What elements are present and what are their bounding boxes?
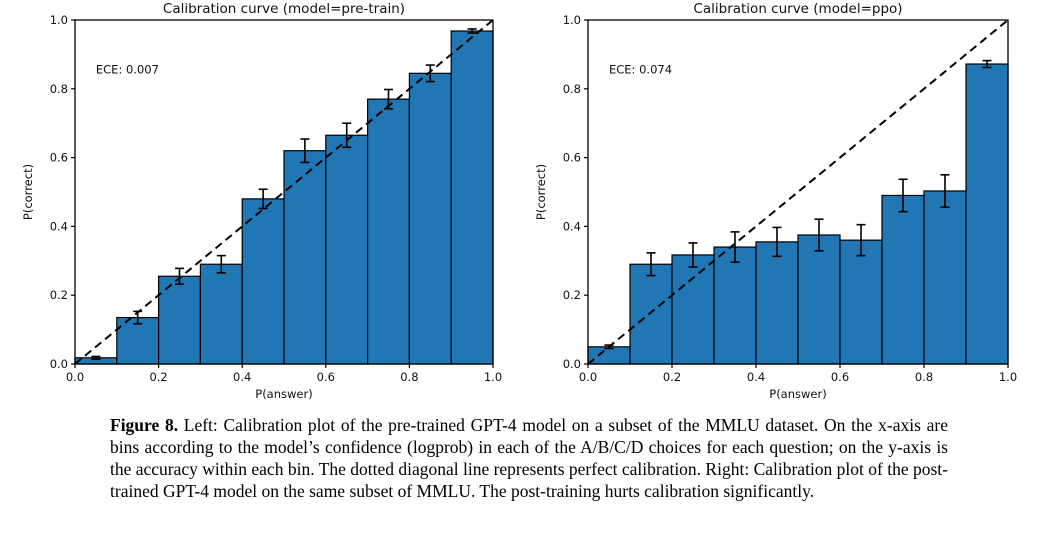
svg-text:P(answer): P(answer) bbox=[769, 387, 826, 401]
svg-text:0.0: 0.0 bbox=[563, 357, 581, 371]
svg-text:0.4: 0.4 bbox=[50, 219, 68, 233]
svg-text:0.6: 0.6 bbox=[50, 151, 68, 165]
svg-text:1.0: 1.0 bbox=[484, 370, 502, 384]
svg-text:0.8: 0.8 bbox=[563, 82, 581, 96]
svg-text:0.4: 0.4 bbox=[233, 370, 251, 384]
svg-text:P(answer): P(answer) bbox=[255, 387, 312, 401]
svg-text:1.0: 1.0 bbox=[999, 370, 1017, 384]
svg-text:0.8: 0.8 bbox=[400, 370, 418, 384]
svg-text:1.0: 1.0 bbox=[563, 13, 581, 27]
svg-text:0.0: 0.0 bbox=[66, 370, 84, 384]
svg-text:0.4: 0.4 bbox=[747, 370, 765, 384]
calibration-chart-ppo: 0.0 0.2 0.4 0.6 0.8 1.0 0.0 0.2 0.4 0.6 0.8 1.0 Cali… bbox=[527, 0, 1054, 410]
svg-text:0.6: 0.6 bbox=[831, 370, 849, 384]
svg-text:0.2: 0.2 bbox=[50, 288, 68, 302]
charts-row: 0.0 0.2 0.4 0.6 0.8 1.0 0.0 0.2 0.4 0.6 0.8 1.0 Cali… bbox=[0, 0, 1054, 410]
svg-text:0.0: 0.0 bbox=[579, 370, 597, 384]
svg-text:0.0: 0.0 bbox=[50, 357, 68, 371]
svg-text:0.6: 0.6 bbox=[317, 370, 335, 384]
svg-text:P(correct): P(correct) bbox=[534, 164, 548, 220]
svg-text:ECE: 0.007: ECE: 0.007 bbox=[96, 62, 159, 76]
svg-text:1.0: 1.0 bbox=[50, 13, 68, 27]
svg-text:Calibration curve (model=ppo): Calibration curve (model=ppo) bbox=[693, 1, 902, 17]
svg-text:ECE: 0.074: ECE: 0.074 bbox=[609, 62, 672, 76]
figure-caption-text: Left: Calibration plot of the pre-traine… bbox=[110, 415, 948, 501]
svg-text:0.2: 0.2 bbox=[149, 370, 167, 384]
svg-text:0.8: 0.8 bbox=[915, 370, 933, 384]
svg-text:0.2: 0.2 bbox=[563, 288, 581, 302]
svg-text:P(correct): P(correct) bbox=[21, 164, 35, 220]
calibration-chart-pretrain: 0.0 0.2 0.4 0.6 0.8 1.0 0.0 0.2 0.4 0.6 0.8 1.0 Cali… bbox=[0, 0, 527, 410]
svg-text:0.2: 0.2 bbox=[663, 370, 681, 384]
svg-text:Calibration curve (model=pre-t: Calibration curve (model=pre-train) bbox=[163, 1, 405, 17]
figure-caption: Figure 8. Left: Calibration plot of the … bbox=[110, 415, 948, 503]
svg-text:0.6: 0.6 bbox=[563, 151, 581, 165]
svg-text:0.4: 0.4 bbox=[563, 219, 581, 233]
figure-caption-label: Figure 8. bbox=[110, 415, 179, 435]
svg-text:0.8: 0.8 bbox=[50, 82, 68, 96]
